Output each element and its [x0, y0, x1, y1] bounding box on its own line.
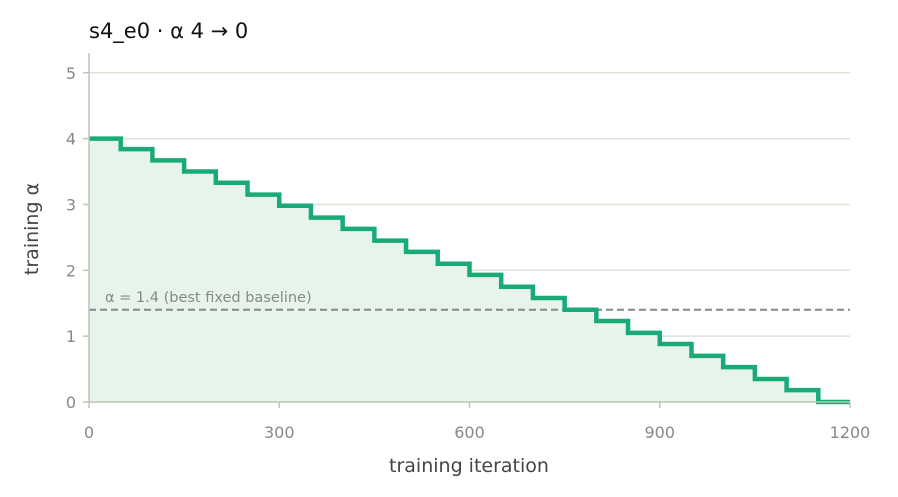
x-tick-label: 900	[644, 423, 675, 442]
x-tick-label: 600	[454, 423, 485, 442]
y-axis-label: training α	[21, 183, 43, 275]
y-tick-label: 4	[66, 130, 76, 149]
y-tick-label: 5	[66, 64, 76, 83]
series-line	[89, 136, 850, 405]
y-tick-label: 3	[66, 195, 76, 214]
chart-title: s4_e0 · α 4 → 0	[89, 19, 248, 44]
x-tick-label: 0	[84, 423, 94, 442]
y-ticks: 0 1 2 3 4 5	[66, 64, 89, 412]
x-axis-label: training iteration	[389, 455, 549, 477]
reference-line-label: α = 1.4 (best fixed baseline)	[105, 290, 312, 306]
x-ticks: 0 300 600 900 1200	[84, 402, 870, 442]
y-tick-label: 2	[66, 261, 76, 280]
y-tick-label: 0	[66, 393, 76, 412]
x-tick-label: 300	[264, 423, 295, 442]
y-tick-label: 1	[66, 327, 76, 346]
x-tick-label: 1200	[830, 423, 871, 442]
